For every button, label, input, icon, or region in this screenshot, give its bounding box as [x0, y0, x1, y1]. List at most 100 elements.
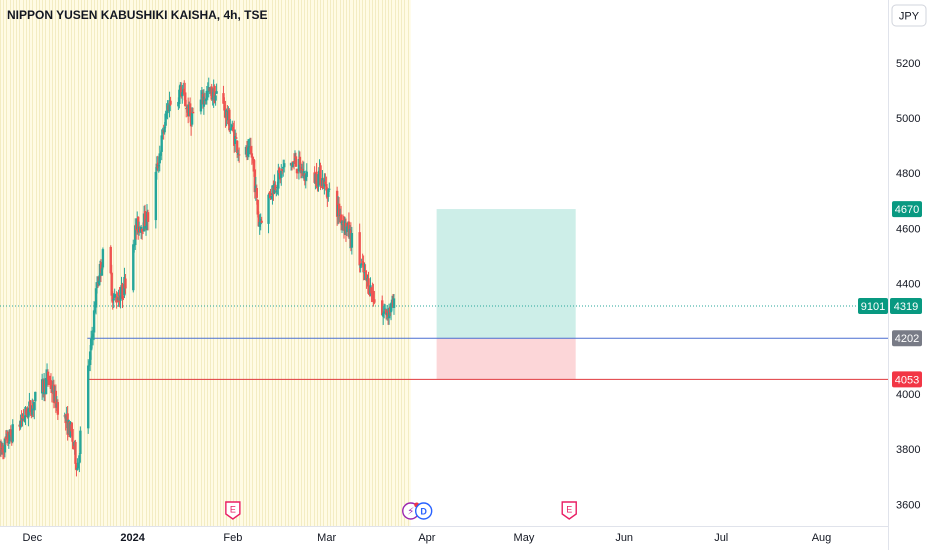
price-badges: 4670 4202 4053 9101 4319 — [858, 201, 922, 388]
candle — [77, 462, 80, 469]
currency-selector[interactable]: JPY — [891, 4, 927, 27]
candle — [56, 399, 60, 420]
currency-box[interactable] — [891, 4, 927, 27]
candle-body — [185, 108, 188, 110]
dividend-icon[interactable]: D — [414, 502, 433, 520]
earnings-icon[interactable]: E — [561, 501, 577, 520]
candle-body — [237, 154, 241, 156]
candle-body — [168, 100, 171, 112]
candle-body — [184, 92, 187, 107]
candle-body — [89, 338, 93, 351]
candle-body — [111, 294, 114, 303]
candle — [132, 239, 135, 293]
candle-body — [22, 415, 25, 420]
candle-body — [223, 104, 226, 111]
candle — [210, 83, 213, 101]
candle-body — [29, 400, 32, 413]
candle — [78, 453, 81, 473]
candle — [250, 145, 254, 165]
candle-body — [178, 89, 181, 104]
candle-body — [199, 99, 203, 112]
candle-body — [363, 272, 366, 274]
candle — [134, 218, 137, 250]
long-position-tool[interactable] — [436, 209, 576, 380]
candle — [291, 161, 295, 168]
candle — [115, 291, 118, 309]
last-price-badge-bg — [890, 297, 922, 314]
price-level-lines — [0, 305, 888, 380]
candle-body — [392, 298, 396, 308]
candle-body — [256, 199, 259, 215]
candle-body — [114, 295, 117, 297]
candle-body — [339, 214, 343, 224]
candle-body — [181, 92, 184, 97]
time-axis[interactable]: Dec 2024 Feb Mar Apr May Jun Jul Aug — [0, 526, 888, 545]
candle-body — [56, 402, 60, 415]
candle-body — [345, 226, 349, 232]
dividend-marker-label: D — [420, 507, 427, 517]
candle — [324, 173, 327, 186]
candle-body — [206, 90, 209, 92]
candle-body — [31, 405, 34, 415]
candle — [190, 107, 194, 127]
price-tick-label: 4400 — [896, 279, 920, 291]
candle — [283, 159, 286, 173]
candle — [275, 189, 278, 197]
candle — [79, 426, 82, 463]
candle-body — [99, 262, 103, 274]
symbol-badge-bg — [858, 297, 888, 314]
price-tick-label: 5200 — [896, 58, 920, 70]
candle — [358, 223, 361, 273]
candle-body — [1, 446, 5, 453]
candle — [327, 188, 330, 202]
candle — [392, 294, 396, 315]
candle-body — [169, 100, 172, 105]
earnings-icon[interactable]: E — [225, 501, 241, 520]
earnings-marker-shape — [225, 501, 241, 520]
candle-body — [382, 312, 385, 317]
profit-zone[interactable] — [436, 209, 576, 339]
price-tick-label: 4800 — [896, 168, 920, 180]
candle-body — [234, 137, 238, 139]
candle-body — [136, 216, 140, 233]
candle-body — [292, 160, 296, 162]
candle — [205, 85, 208, 105]
price-tick-label: 3600 — [896, 499, 920, 511]
candle-body — [335, 190, 339, 217]
candle — [181, 84, 184, 104]
candle — [295, 168, 299, 179]
candle — [11, 419, 14, 444]
candle-body — [0, 442, 3, 450]
candle — [19, 414, 22, 430]
candle-body — [359, 264, 362, 268]
candle-body — [94, 288, 98, 308]
candle — [234, 129, 237, 153]
loss-zone[interactable] — [436, 338, 576, 380]
candle-body — [358, 232, 361, 266]
candle-body — [367, 278, 370, 294]
time-tick-label: Dec — [23, 532, 43, 544]
candle-body — [101, 249, 105, 268]
candle-body — [79, 430, 82, 454]
candle-body — [368, 294, 371, 296]
candle-body — [365, 274, 368, 280]
candle — [90, 326, 94, 349]
candle — [382, 305, 385, 325]
candle-body — [110, 272, 113, 296]
candle — [315, 162, 318, 189]
candle-body — [202, 96, 206, 107]
candle-body — [6, 431, 10, 444]
candle-body — [250, 153, 254, 158]
entry-price-badge: 4202 — [892, 330, 922, 347]
candle — [4, 430, 8, 445]
time-tick-label: Jul — [714, 532, 728, 544]
candle — [54, 384, 58, 413]
candle-body — [30, 414, 33, 417]
candle-body — [253, 169, 257, 193]
candle-body — [280, 170, 283, 178]
candle-body — [54, 390, 58, 408]
price-axis[interactable]: 360038004000420044004600480050005200 — [888, 0, 921, 550]
candle — [235, 140, 239, 158]
